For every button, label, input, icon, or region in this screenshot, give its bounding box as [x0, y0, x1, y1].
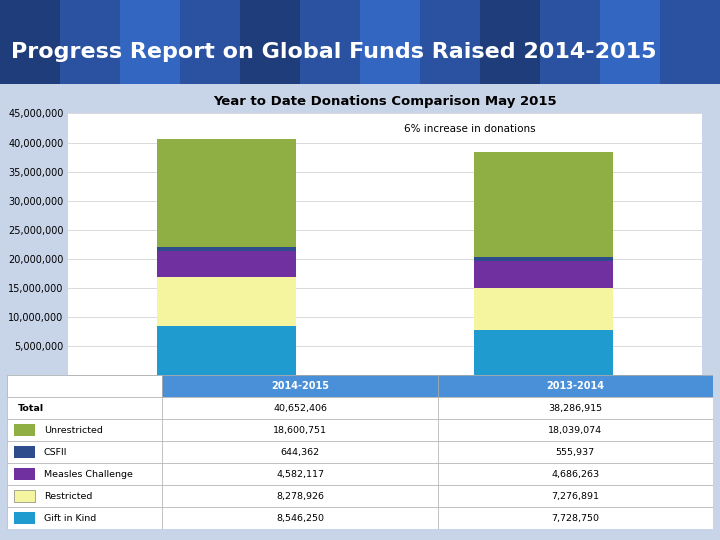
Bar: [163, 441, 438, 463]
Bar: [60, 0, 120, 84]
Bar: [163, 485, 438, 507]
Bar: [420, 0, 480, 84]
Text: Gift in Kind: Gift in Kind: [44, 514, 96, 523]
Bar: [7, 441, 163, 463]
Text: 18,039,074: 18,039,074: [548, 426, 602, 435]
Text: 8,546,250: 8,546,250: [276, 514, 324, 523]
Bar: [7, 463, 163, 485]
Bar: [163, 375, 438, 397]
Bar: [7, 507, 163, 529]
Bar: [300, 0, 360, 84]
Text: 6% increase in donations: 6% increase in donations: [404, 124, 536, 134]
Text: 38,286,915: 38,286,915: [548, 404, 602, 413]
Text: 644,362: 644,362: [281, 448, 320, 457]
Text: Progress Report on Global Funds Raised 2014-2015: Progress Report on Global Funds Raised 2…: [11, 42, 657, 62]
Text: 2013-2014: 2013-2014: [546, 381, 604, 391]
Bar: [157, 326, 297, 375]
Bar: [7, 485, 163, 507]
Text: 2014-2015: 2014-2015: [271, 381, 329, 391]
Text: Unrestricted: Unrestricted: [44, 426, 103, 435]
Bar: [438, 419, 713, 441]
Text: 4,686,263: 4,686,263: [551, 470, 599, 479]
Bar: [7, 419, 163, 441]
Text: 555,937: 555,937: [556, 448, 595, 457]
Text: 40,652,406: 40,652,406: [273, 404, 327, 413]
Bar: [438, 441, 713, 463]
Bar: [438, 375, 713, 397]
Bar: [163, 507, 438, 529]
Bar: [660, 0, 720, 84]
Bar: [157, 278, 297, 326]
Bar: [474, 258, 613, 261]
Bar: [7, 375, 163, 397]
Bar: [0, 0, 60, 84]
Bar: [474, 152, 613, 258]
Bar: [180, 0, 240, 84]
Bar: [163, 419, 438, 441]
Text: Total: Total: [18, 404, 44, 413]
Text: 7,728,750: 7,728,750: [552, 514, 599, 523]
Bar: [438, 507, 713, 529]
Text: 4,582,117: 4,582,117: [276, 470, 324, 479]
Bar: [438, 485, 713, 507]
Bar: [438, 397, 713, 419]
Bar: [480, 0, 540, 84]
Bar: [14, 424, 35, 436]
Bar: [438, 463, 713, 485]
Bar: [474, 261, 613, 288]
Text: Measles Challenge: Measles Challenge: [44, 470, 132, 479]
Text: Restricted: Restricted: [44, 492, 92, 501]
Bar: [540, 0, 600, 84]
Bar: [157, 247, 297, 251]
Bar: [240, 0, 300, 84]
Text: 18,600,751: 18,600,751: [273, 426, 327, 435]
Bar: [14, 490, 35, 502]
Bar: [360, 0, 420, 84]
Y-axis label: US Dollars: US Dollars: [0, 217, 2, 271]
Bar: [600, 0, 660, 84]
Text: 8,278,926: 8,278,926: [276, 492, 324, 501]
Text: CSFII: CSFII: [44, 448, 68, 457]
Bar: [7, 397, 163, 419]
Bar: [120, 0, 180, 84]
Bar: [163, 463, 438, 485]
Bar: [157, 251, 297, 278]
Bar: [157, 139, 297, 247]
Title: Year to Date Donations Comparison May 2015: Year to Date Donations Comparison May 20…: [213, 95, 557, 108]
Bar: [474, 288, 613, 330]
Bar: [474, 330, 613, 375]
Bar: [14, 447, 35, 458]
Text: 7,276,891: 7,276,891: [552, 492, 599, 501]
Bar: [14, 512, 35, 524]
Bar: [14, 468, 35, 481]
Bar: [163, 397, 438, 419]
